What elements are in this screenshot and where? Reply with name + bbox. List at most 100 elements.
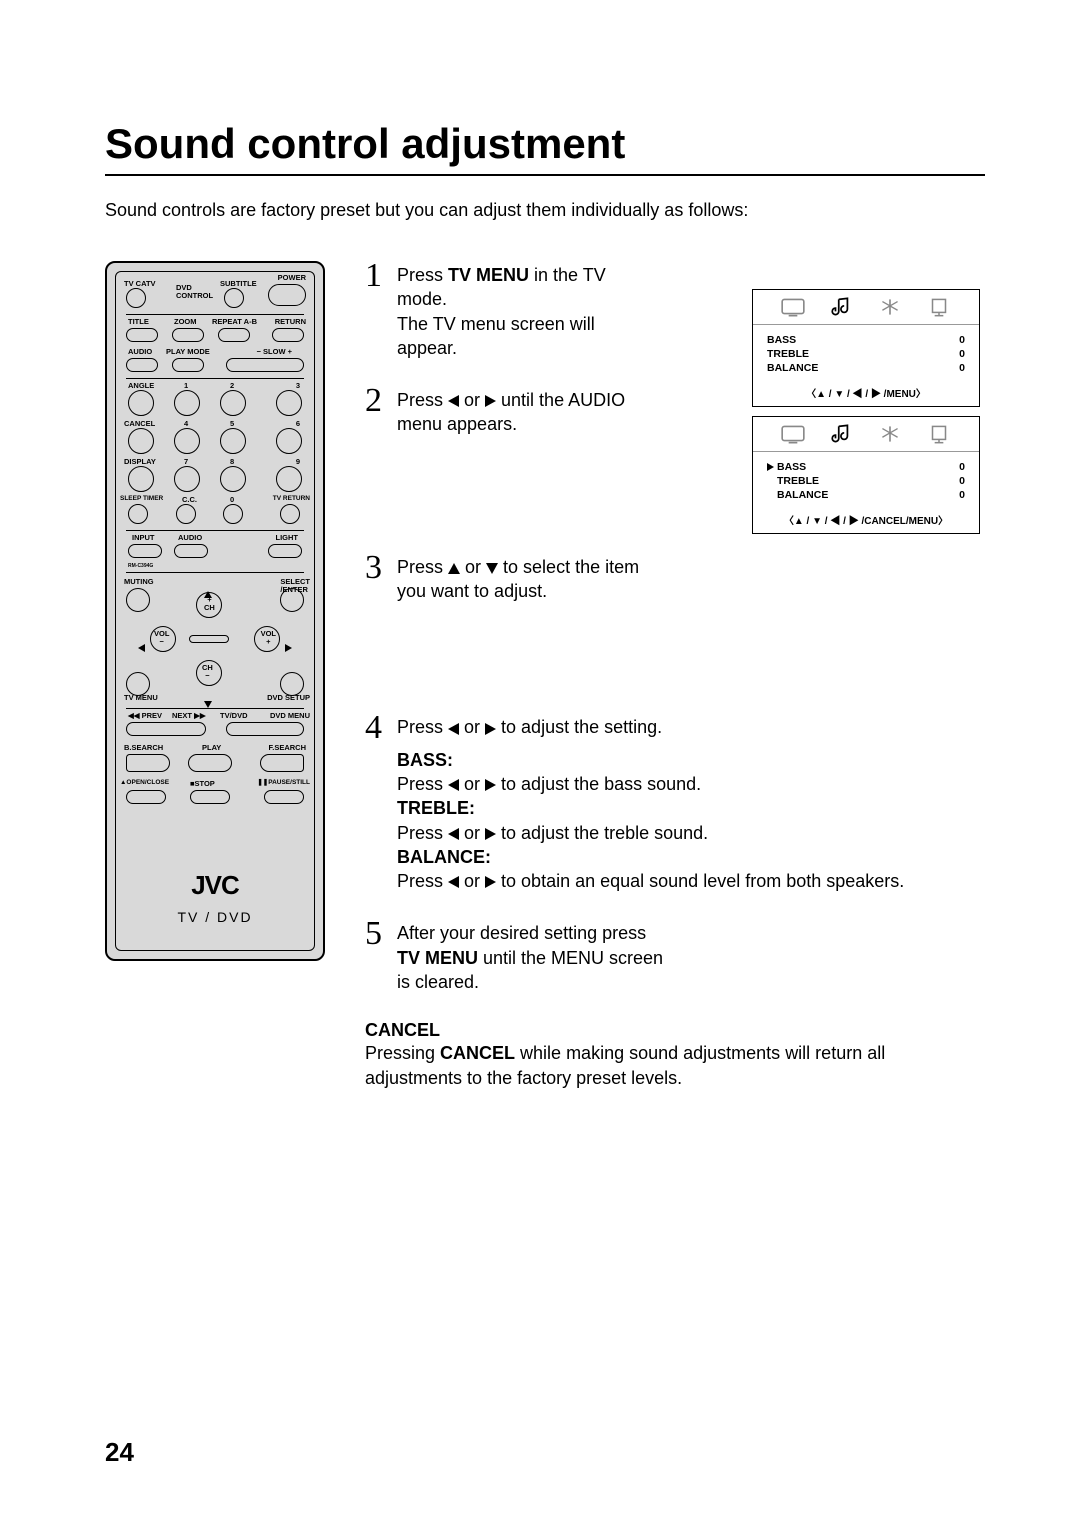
balance-label: BALANCE: — [397, 845, 904, 869]
lbl-chplus: +CH — [204, 596, 215, 611]
tv-icon — [780, 423, 806, 445]
lbl-light: LIGHT — [276, 534, 299, 542]
step-3-body: Press or to select the item you want to … — [397, 553, 657, 604]
osd1-footer: 〈▲ / ▼ / ◀ / ▶ /MENU〉 — [753, 382, 979, 406]
lbl-cancel-btn: CANCEL — [124, 420, 155, 428]
btn-select — [280, 588, 304, 612]
step-3-number: 3 — [365, 553, 389, 604]
digit-4: 4 — [184, 420, 188, 428]
digit-8: 8 — [230, 458, 234, 466]
osd-menu-1: BASS0 TREBLE0 BALANCE0 〈▲ / ▼ / ◀ / ▶ /M… — [752, 289, 980, 407]
lbl-play: PLAY — [202, 744, 221, 752]
step-1-body: Press TV MENU in the TV mode. The TV men… — [397, 261, 657, 360]
lbl-tvdvd: TV/DVD — [220, 712, 248, 720]
osd2-row2-v: 0 — [959, 488, 965, 502]
btn-0 — [223, 504, 243, 524]
lbl-rm: RM-C394G — [128, 564, 153, 569]
btn-title — [126, 328, 158, 342]
lbl-next: NEXT ▶▶ — [172, 712, 206, 720]
step-4-number: 4 — [365, 713, 389, 893]
music-note-icon — [829, 296, 855, 318]
btn-tvmenu — [126, 672, 150, 696]
page-title: Sound control adjustment — [105, 120, 985, 176]
lbl-tvreturn: TV RETURN — [273, 496, 310, 503]
btn-display — [128, 466, 154, 492]
nav-left-icon — [138, 636, 145, 657]
btn-playmode — [172, 358, 204, 372]
antenna-icon — [877, 296, 903, 318]
remote-brand: JVC — [107, 870, 323, 901]
lbl-zoom: ZOOM — [174, 318, 197, 326]
treble-label: TREBLE: — [397, 796, 904, 820]
osd2-row1-v: 0 — [959, 474, 965, 488]
nav-right-icon — [285, 636, 292, 657]
lbl-stop: ■STOP — [190, 780, 215, 788]
page-number: 24 — [105, 1437, 134, 1468]
osd1-row1-v: 0 — [959, 347, 965, 361]
osd2-row2-k: BALANCE — [767, 488, 828, 502]
lbl-slow: − SLOW + — [257, 348, 292, 356]
btn-tvdvd-dvdmenu — [226, 722, 304, 736]
tv-icon — [780, 296, 806, 318]
lbl-muting: MUTING — [124, 578, 154, 586]
btn-5 — [220, 428, 246, 454]
btn-pause — [264, 790, 304, 804]
remote-control-diagram: TV CATV DVDCONTROL SUBTITLE POWER TITLE … — [105, 261, 325, 961]
btn-input — [128, 544, 162, 558]
osd1-row2-k: BALANCE — [767, 361, 818, 375]
step-4: 4 Press or to adjust the setting. BASS: … — [365, 713, 985, 893]
lbl-audio2: AUDIO — [178, 534, 202, 542]
osd1-row0-k: BASS — [767, 333, 796, 347]
step-5-number: 5 — [365, 919, 389, 994]
lbl-fsearch: F.SEARCH — [268, 744, 306, 752]
remote-subtitle: TV / DVD — [107, 909, 323, 925]
btn-repeat — [218, 328, 250, 342]
selection-arrow-icon — [767, 463, 774, 471]
btn-sleep — [128, 504, 148, 524]
music-note-icon — [829, 423, 855, 445]
lbl-cc: C.C. — [182, 496, 197, 504]
btn-8 — [220, 466, 246, 492]
btn-power — [268, 284, 306, 306]
lbl-chm: CH− — [202, 664, 213, 679]
btn-return — [272, 328, 304, 342]
lbl-input: INPUT — [132, 534, 155, 542]
step-2-number: 2 — [365, 386, 389, 437]
cancel-body: Pressing CANCEL while making sound adjus… — [365, 1041, 985, 1090]
btn-zoom — [172, 328, 204, 342]
intro-text: Sound controls are factory preset but yo… — [105, 200, 985, 221]
balance-desc: Press or to obtain an equal sound level … — [397, 869, 904, 893]
lbl-dvd-control: DVDCONTROL — [176, 284, 213, 299]
cancel-heading: CANCEL — [365, 1020, 985, 1041]
btn-cc — [176, 504, 196, 524]
lbl-power: POWER — [278, 274, 306, 282]
digit-7: 7 — [184, 458, 188, 466]
bass-desc: Press or to adjust the bass sound. — [397, 772, 904, 796]
lbl-tv-catv: TV CATV — [124, 280, 156, 288]
lbl-audio: AUDIO — [128, 348, 152, 356]
btn-slow — [226, 358, 304, 372]
lbl-title: TITLE — [128, 318, 149, 326]
step-5: 5 After your desired setting press TV ME… — [365, 919, 985, 994]
lbl-subtitle: SUBTITLE — [220, 280, 257, 288]
lbl-pause: ❚❚PAUSE/STILL — [257, 780, 310, 787]
btn-cancel — [128, 428, 154, 454]
digit-5: 5 — [230, 420, 234, 428]
antenna-icon — [877, 423, 903, 445]
osd-menu-2: BASS0 TREBLE0 BALANCE0 〈▲ / ▼ / ◀ / ▶ /C… — [752, 416, 980, 534]
btn-1 — [174, 390, 200, 416]
step-1-number: 1 — [365, 261, 389, 360]
lbl-repeat: REPEAT A-B — [212, 318, 257, 326]
digit-2: 2 — [230, 382, 234, 390]
btn-4 — [174, 428, 200, 454]
btn-6 — [276, 428, 302, 454]
nav-down-icon — [204, 692, 212, 713]
osd2-body: BASS0 TREBLE0 BALANCE0 — [753, 451, 979, 509]
btn-bsearch — [126, 754, 170, 772]
lbl-volp: VOL+ — [261, 630, 276, 645]
left-arrow-icon — [448, 723, 459, 735]
osd2-row0-v: 0 — [959, 460, 965, 474]
btn-tv-catv — [126, 288, 146, 308]
btn-light — [268, 544, 302, 558]
clock-icon — [926, 296, 952, 318]
